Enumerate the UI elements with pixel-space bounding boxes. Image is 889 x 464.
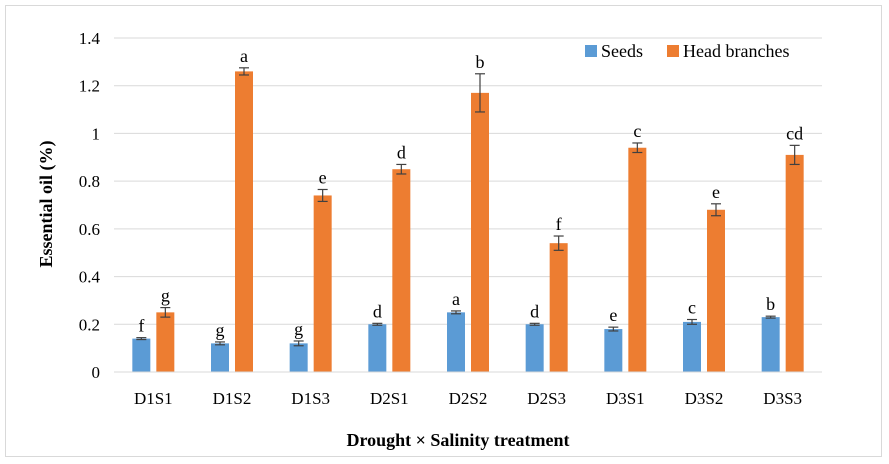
significance-letter: e bbox=[319, 167, 327, 187]
bar-head-branches bbox=[549, 243, 568, 372]
significance-letter: g bbox=[216, 320, 225, 340]
x-tick-label: D3S2 bbox=[685, 389, 724, 408]
y-tick-label: 1.2 bbox=[79, 77, 100, 96]
significance-letter: e bbox=[609, 305, 617, 325]
legend: Seeds Head branches bbox=[585, 41, 789, 61]
bar-seeds bbox=[447, 312, 465, 372]
significance-letter: f bbox=[556, 214, 562, 234]
y-tick-label: 1.4 bbox=[79, 29, 101, 48]
significance-letter: d bbox=[397, 142, 406, 162]
x-tick-label: D1S1 bbox=[134, 389, 173, 408]
bar-head-branches bbox=[392, 169, 411, 372]
significance-letter: c bbox=[633, 121, 641, 141]
legend-label-seeds: Seeds bbox=[601, 41, 643, 61]
significance-letter: g bbox=[161, 286, 170, 306]
y-tick-label: 0.8 bbox=[79, 172, 100, 191]
bar-seeds bbox=[525, 324, 544, 372]
bar-head-branches bbox=[628, 147, 647, 372]
bar-seeds bbox=[211, 343, 229, 372]
legend-swatch-seeds bbox=[585, 45, 597, 57]
significance-letter: e bbox=[712, 182, 720, 202]
x-tick-label: D3S1 bbox=[606, 389, 645, 408]
significance-letter: d bbox=[530, 301, 539, 321]
bar-head-branches bbox=[785, 154, 804, 372]
y-tick-label: 1 bbox=[92, 124, 101, 143]
x-tick-label: D2S2 bbox=[449, 389, 488, 408]
chart-frame bbox=[5, 5, 882, 457]
y-axis-title: Essential oil (%) bbox=[36, 140, 57, 267]
x-tick-label: D1S2 bbox=[213, 389, 252, 408]
significance-letter: b bbox=[476, 52, 485, 72]
legend-swatch-head-branches bbox=[667, 45, 679, 57]
x-tick-label: D1S3 bbox=[291, 389, 330, 408]
bar-head-branches bbox=[313, 195, 332, 372]
significance-letter: g bbox=[294, 319, 303, 339]
y-tick-label: 0.6 bbox=[79, 220, 100, 239]
significance-letter: b bbox=[766, 294, 775, 314]
significance-letter: c bbox=[688, 298, 696, 318]
y-tick-label: 0.4 bbox=[79, 268, 101, 287]
y-tick-label: 0.2 bbox=[79, 315, 100, 334]
bar-seeds bbox=[368, 324, 387, 372]
x-tick-label: D2S1 bbox=[370, 389, 409, 408]
y-tick-label: 0 bbox=[92, 363, 101, 382]
legend-label-head-branches: Head branches bbox=[683, 41, 789, 61]
bar-head-branches bbox=[471, 92, 489, 372]
bar-seeds bbox=[604, 329, 623, 372]
x-tick-labels: D1S1 D1S2 D1S3 D2S1 D2S2 D2S3 D3S1 D3S2 D3S3 bbox=[134, 389, 802, 408]
significance-letter: a bbox=[452, 289, 460, 309]
x-tick-label: D2S3 bbox=[527, 389, 566, 408]
y-tick-labels: 0 0.2 0.4 0.6 0.8 1 1.2 1.4 bbox=[79, 29, 101, 382]
x-tick-label: D3S3 bbox=[763, 389, 802, 408]
significance-letter: d bbox=[373, 301, 382, 321]
significance-letter: f bbox=[138, 316, 144, 336]
bar-seeds bbox=[683, 321, 701, 372]
gridlines bbox=[114, 37, 822, 325]
bar-head-branches bbox=[156, 312, 175, 372]
bar-head-branches bbox=[235, 71, 253, 373]
bar-seeds bbox=[289, 343, 308, 372]
x-axis-title: Drought × Salinity treatment bbox=[346, 430, 569, 450]
significance-letter: cd bbox=[786, 123, 803, 143]
bar-seeds bbox=[761, 317, 780, 372]
significance-letter: a bbox=[240, 46, 248, 66]
bar-seeds bbox=[132, 338, 151, 372]
bar-head-branches bbox=[707, 209, 725, 372]
